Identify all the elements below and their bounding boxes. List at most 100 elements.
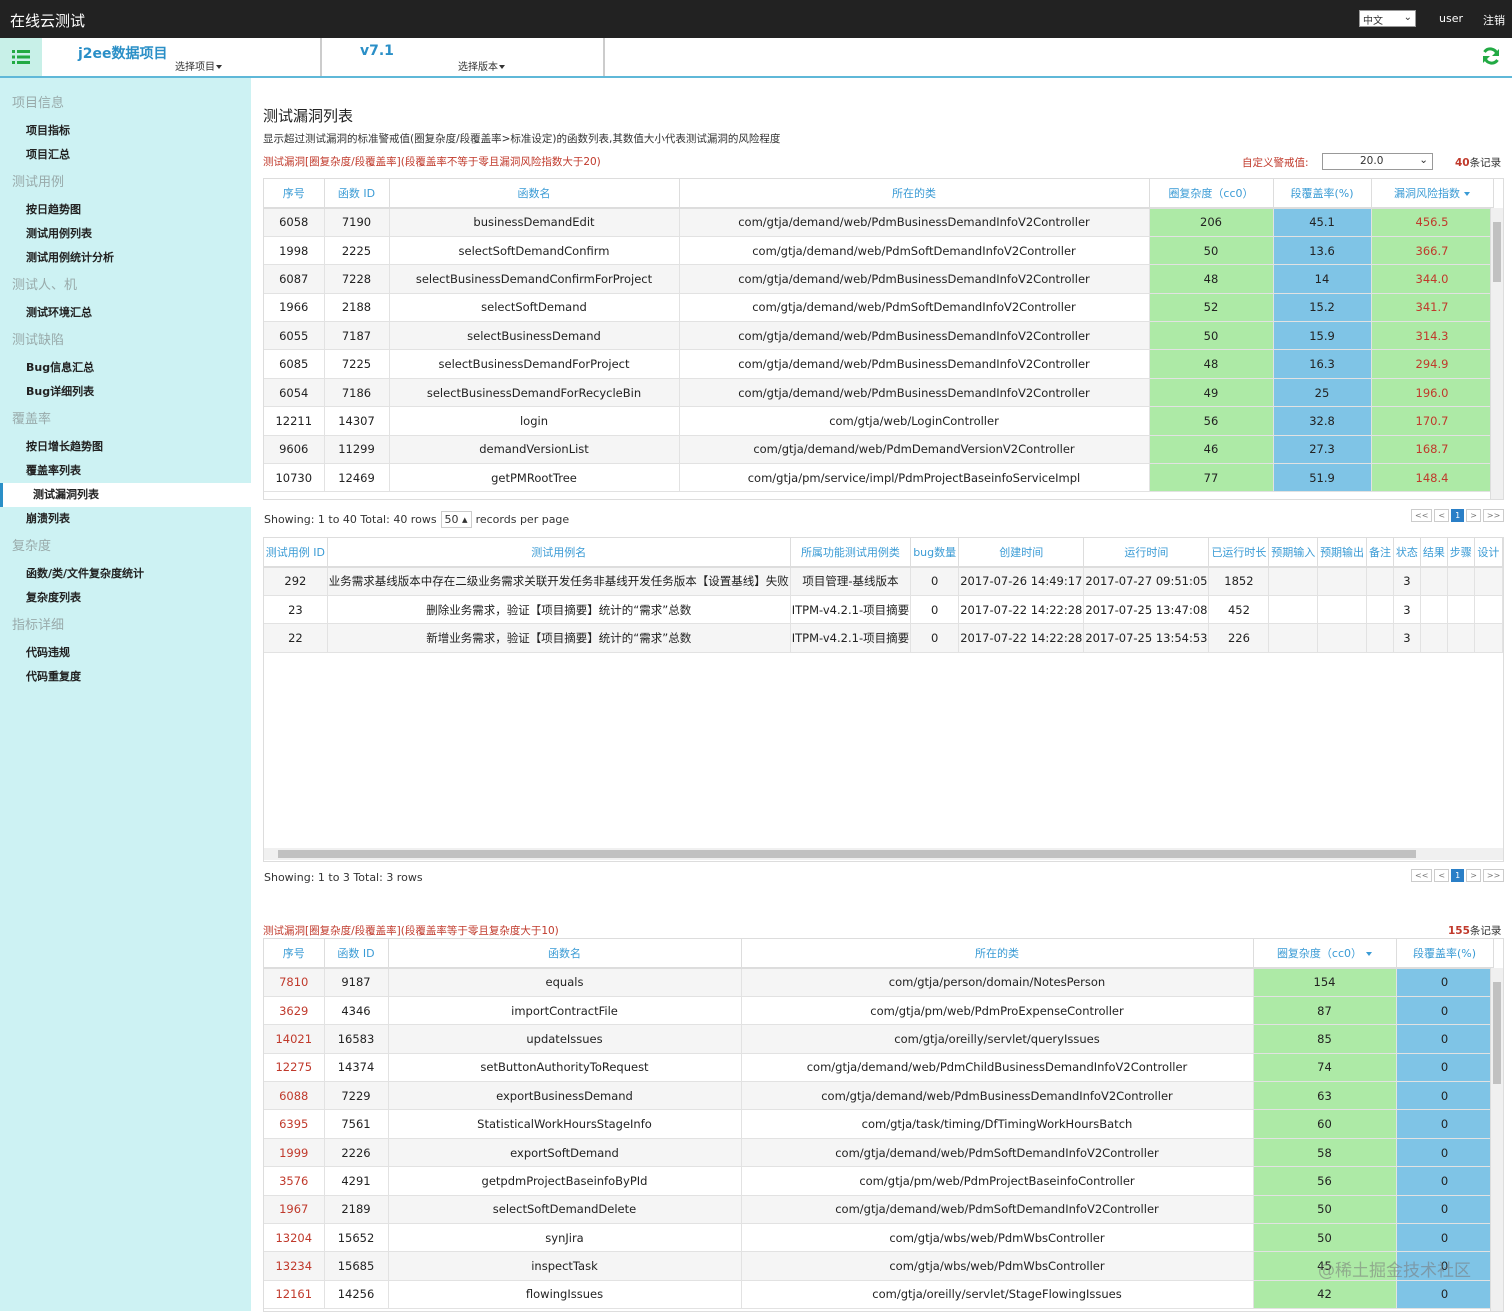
column-header[interactable]: 状态 bbox=[1393, 538, 1421, 568]
refresh-icon[interactable] bbox=[1481, 46, 1501, 66]
table-cell: 2225 bbox=[324, 236, 390, 266]
threshold-select[interactable]: 20.0 ⌄ bbox=[1322, 153, 1433, 170]
logout-link[interactable]: 注销 bbox=[1483, 14, 1505, 27]
nav-item[interactable]: 函数/类/文件复杂度统计 bbox=[26, 567, 145, 580]
column-header[interactable]: 已运行时长 bbox=[1208, 538, 1270, 568]
pager-button[interactable]: >> bbox=[1482, 869, 1505, 882]
nav-item[interactable]: 按日增长趋势图 bbox=[26, 440, 103, 453]
pager-button[interactable]: << bbox=[1411, 869, 1433, 882]
pager-button[interactable]: < bbox=[1434, 509, 1450, 522]
column-header[interactable]: 运行时间 bbox=[1083, 538, 1210, 568]
column-label: 漏洞风险指数 bbox=[1394, 187, 1460, 200]
nav-item[interactable]: 按日趋势图 bbox=[26, 203, 81, 216]
table-cell: com/gtja/task/timing/DfTimingWorkHoursBa… bbox=[741, 1109, 1254, 1139]
table-cell: 45 bbox=[1253, 1251, 1397, 1281]
pager-button[interactable]: 1 bbox=[1451, 869, 1465, 882]
table-cell: 9606 bbox=[264, 435, 325, 465]
column-header[interactable]: 漏洞风险指数 bbox=[1371, 179, 1494, 209]
column-header[interactable]: 函数 ID bbox=[324, 939, 389, 969]
column-header[interactable]: 创建时间 bbox=[958, 538, 1085, 568]
pager-button[interactable]: >> bbox=[1482, 509, 1505, 522]
nav-item[interactable]: 项目汇总 bbox=[26, 148, 70, 161]
table-cell: 314.3 bbox=[1371, 321, 1494, 351]
table-cell: com/gtja/web/LoginController bbox=[679, 406, 1150, 436]
column-header[interactable]: 序号 bbox=[264, 939, 325, 969]
column-header[interactable]: 测试用例 ID bbox=[264, 538, 328, 568]
header-row: 序号 函数 ID 函数名 所在的类 圈复杂度（cc0） 段覆盖率(%) bbox=[264, 939, 1494, 969]
nav-item[interactable]: 代码违规 bbox=[26, 646, 70, 659]
nav-item[interactable]: 测试用例列表 bbox=[26, 227, 92, 240]
nav-item[interactable]: 复杂度列表 bbox=[26, 591, 81, 604]
table-cell: com/gtja/oreilly/servlet/StageFlowingIss… bbox=[741, 1280, 1254, 1310]
table-row: 6058 7190 businessDemandEdit com/gtja/deman… bbox=[264, 208, 1494, 237]
table-row: 292 业务需求基线版本中存在二级业务需求关联开发任务非基线开发任务版本【设置基线… bbox=[264, 567, 1503, 596]
table-cell: com/gtja/demand/web/PdmBusinessDemandInf… bbox=[679, 349, 1150, 379]
table-cell: com/gtja/oreilly/servlet/queryIssues bbox=[741, 1024, 1254, 1054]
nav-item[interactable]: Bug信息汇总 bbox=[26, 361, 95, 374]
column-header[interactable]: 设计 bbox=[1474, 538, 1503, 568]
column-header[interactable]: 序号 bbox=[264, 179, 325, 209]
pager-button[interactable]: 1 bbox=[1451, 509, 1465, 522]
user-link[interactable]: user bbox=[1439, 12, 1463, 25]
menu-button[interactable] bbox=[0, 38, 42, 76]
nav-item[interactable]: 测试用例统计分析 bbox=[26, 251, 114, 264]
table-cell: 12275 bbox=[264, 1053, 325, 1083]
table-cell: setButtonAuthorityToRequest bbox=[388, 1053, 742, 1083]
table-cell: 0 bbox=[1396, 1223, 1494, 1253]
table-cell: StatisticalWorkHoursStageInfo bbox=[388, 1109, 742, 1139]
pager-button[interactable]: < bbox=[1434, 869, 1450, 882]
table-cell: 删除业务需求，验证【项目摘要】统计的“需求”总数 bbox=[327, 595, 791, 625]
nav-group: 测试用例 按日趋势图 测试用例列表 测试用例统计分析 bbox=[0, 168, 251, 270]
select-project[interactable]: 选择项目 bbox=[175, 58, 222, 73]
column-header[interactable]: 函数名 bbox=[388, 939, 742, 969]
table-cell: 业务需求基线版本中存在二级业务需求关联开发任务非基线开发任务版本【设置基线】失败 bbox=[327, 567, 791, 596]
column-header[interactable]: 测试用例名 bbox=[327, 538, 791, 568]
pager-button[interactable]: > bbox=[1466, 869, 1481, 882]
nav-item[interactable]: 崩溃列表 bbox=[26, 512, 70, 525]
pager-button[interactable]: > bbox=[1466, 509, 1481, 522]
table-cell: 12161 bbox=[264, 1280, 325, 1310]
table-cell: 148.4 bbox=[1371, 463, 1494, 493]
table-row: 13204 15652 synJira com/gtja/wbs/web/PdmWbs… bbox=[264, 1223, 1494, 1253]
column-header[interactable]: 圈复杂度（cc0） bbox=[1253, 939, 1397, 969]
nav-item[interactable]: 项目指标 bbox=[26, 124, 70, 137]
nav-item[interactable]: 覆盖率列表 bbox=[26, 464, 81, 477]
column-header[interactable]: 所在的类 bbox=[679, 179, 1150, 209]
table-body: 7810 9187 equals com/gtja/person/domain/Not… bbox=[264, 968, 1494, 1310]
table-cell bbox=[1366, 567, 1394, 596]
nav-group-title: 测试缺陷 bbox=[12, 333, 65, 348]
select-version[interactable]: 选择版本 bbox=[458, 58, 505, 73]
nav-item[interactable]: 测试环境汇总 bbox=[26, 306, 92, 319]
data-table: 序号 函数 ID 函数名 所在的类 圈复杂度（cc0） 段覆盖率(%) 7810 9187 eq… bbox=[263, 938, 1504, 1312]
nav-group-title: 复杂度 bbox=[12, 539, 52, 554]
column-header[interactable]: 函数 ID bbox=[324, 179, 390, 209]
column-header[interactable]: 所在的类 bbox=[741, 939, 1254, 969]
column-header[interactable]: 函数名 bbox=[389, 179, 680, 209]
table-cell: selectSoftDemandConfirm bbox=[389, 236, 680, 266]
column-header[interactable]: 预期输入 bbox=[1268, 538, 1319, 568]
table-cell: 14256 bbox=[324, 1280, 389, 1310]
pager-button[interactable]: << bbox=[1411, 509, 1433, 522]
nav-item[interactable]: 测试漏洞列表 bbox=[0, 483, 251, 507]
language-select[interactable]: 中文 ⌄ bbox=[1359, 10, 1416, 27]
column-header[interactable]: 所属功能测试用例类 bbox=[790, 538, 912, 568]
table-cell: com/gtja/demand/web/PdmSoftDemandInfoV2C… bbox=[741, 1195, 1254, 1225]
column-header[interactable]: 预期输出 bbox=[1317, 538, 1368, 568]
table-cell: 14021 bbox=[264, 1024, 325, 1054]
column-header[interactable]: 步骤 bbox=[1447, 538, 1475, 568]
page-description: 显示超过测试漏洞的标准警戒值(圈复杂度/段覆盖率>标准设定)的函数列表,其数值大… bbox=[263, 133, 781, 145]
column-header[interactable]: 备注 bbox=[1366, 538, 1394, 568]
column-header[interactable]: 段覆盖率(%) bbox=[1273, 179, 1372, 209]
nav-item[interactable]: 代码重复度 bbox=[26, 670, 81, 683]
column-header[interactable]: 段覆盖率(%) bbox=[1396, 939, 1494, 969]
table-cell: 2226 bbox=[324, 1138, 389, 1168]
table-cell: 27.3 bbox=[1273, 435, 1372, 465]
column-header[interactable]: 圈复杂度（cc0） bbox=[1149, 179, 1274, 209]
nav-item[interactable]: Bug详细列表 bbox=[26, 385, 95, 398]
column-header[interactable]: bug数量 bbox=[910, 538, 960, 568]
table-cell: 341.7 bbox=[1371, 293, 1494, 323]
table-cell: com/gtja/wbs/web/PdmWbsController bbox=[741, 1223, 1254, 1253]
page-size-select[interactable]: 50 ▴ bbox=[440, 511, 472, 528]
column-header[interactable]: 结果 bbox=[1420, 538, 1448, 568]
